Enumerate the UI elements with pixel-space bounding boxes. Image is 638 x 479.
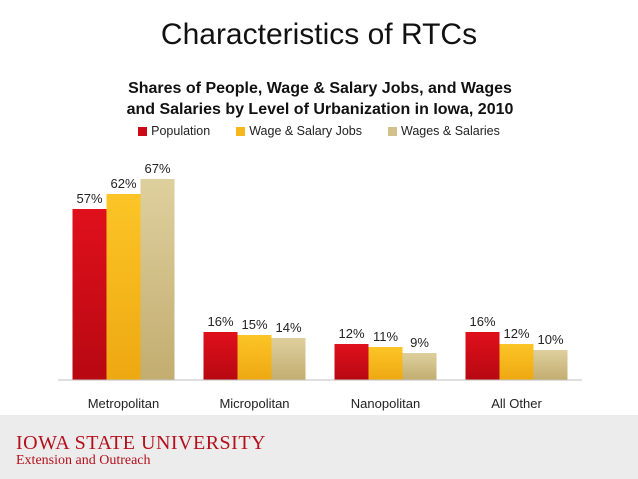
- chart-legend: Population Wage & Salary Jobs Wages & Sa…: [0, 124, 638, 138]
- chart-title-line-2: and Salaries by Level of Urbanization in…: [126, 101, 514, 118]
- legend-swatch-wage-salary-jobs: [236, 126, 246, 136]
- bar-micropolitan-population: [203, 332, 238, 380]
- bar-nanopolitan-wage-salary-jobs: [368, 347, 403, 380]
- bar-micropolitan-wages-salaries: [271, 338, 306, 380]
- data-label-nanopolitan-wages-salaries: 9%: [410, 335, 429, 350]
- x-tick-label-all-other: All Other: [491, 396, 542, 411]
- data-label-metropolitan-wage-salary-jobs: 62%: [110, 176, 136, 191]
- data-label-nanopolitan-population: 12%: [338, 326, 364, 341]
- legend-swatch-population: [138, 126, 148, 136]
- data-label-micropolitan-population: 16%: [207, 314, 233, 329]
- university-logo-text: IOWA STATE UNIVERSITY: [16, 432, 266, 454]
- bars-layer: [72, 179, 568, 380]
- data-label-all-other-wage-salary-jobs: 12%: [503, 326, 529, 341]
- legend-label-wage-salary-jobs: Wage & Salary Jobs: [249, 124, 362, 138]
- bar-metropolitan-wage-salary-jobs: [106, 194, 141, 380]
- data-label-metropolitan-population: 57%: [76, 191, 102, 206]
- data-labels-layer: 57% 62% 67% 16% 15% 14% 12% 11% 9% 16% 12% 10%: [76, 161, 563, 350]
- bar-nanopolitan-wages-salaries: [402, 353, 437, 380]
- x-tick-label-nanopolitan: Nanopolitan: [351, 396, 420, 411]
- legend-item-population: Population: [138, 124, 210, 138]
- data-label-all-other-wages-salaries: 10%: [537, 332, 563, 347]
- data-label-metropolitan-wages-salaries: 67%: [144, 161, 170, 176]
- bar-chart: 57% 62% 67% 16% 15% 14% 12% 11% 9% 16% 12% 10% Metr…: [58, 161, 582, 411]
- bar-micropolitan-wage-salary-jobs: [237, 335, 272, 380]
- bar-all-other-wage-salary-jobs: [499, 344, 534, 380]
- bar-all-other-wages-salaries: [533, 350, 568, 380]
- bar-metropolitan-wages-salaries: [140, 179, 175, 380]
- x-tick-label-micropolitan: Micropolitan: [219, 396, 289, 411]
- bar-all-other-population: [465, 332, 500, 380]
- legend-label-population: Population: [151, 124, 211, 138]
- bar-metropolitan-population: [72, 209, 107, 380]
- chart-title-line-1: Shares of People, Wage & Salary Jobs, an…: [128, 80, 512, 97]
- legend-item-wages-salaries: Wages & Salaries: [387, 124, 500, 138]
- slide-title: Characteristics of RTCs: [160, 18, 478, 51]
- legend-item-wage-salary-jobs: Wage & Salary Jobs: [236, 124, 362, 138]
- data-label-all-other-population: 16%: [469, 314, 495, 329]
- chart-title: Shares of People, Wage & Salary Jobs, an…: [60, 78, 580, 120]
- bar-nanopolitan-population: [334, 344, 369, 380]
- data-label-micropolitan-wage-salary-jobs: 15%: [241, 317, 267, 332]
- data-label-nanopolitan-wage-salary-jobs: 11%: [373, 329, 398, 344]
- x-tick-labels-layer: Metropolitan Micropolitan Nanopolitan All O…: [88, 396, 543, 411]
- data-label-micropolitan-wages-salaries: 14%: [275, 320, 301, 335]
- x-tick-label-metropolitan: Metropolitan: [88, 396, 160, 411]
- legend-label-wages-salaries: Wages & Salaries: [400, 124, 500, 138]
- legend-swatch-wages-salaries: [387, 126, 397, 136]
- footer-divider: [0, 412, 638, 415]
- extension-logo-text: Extension and Outreach: [16, 453, 151, 468]
